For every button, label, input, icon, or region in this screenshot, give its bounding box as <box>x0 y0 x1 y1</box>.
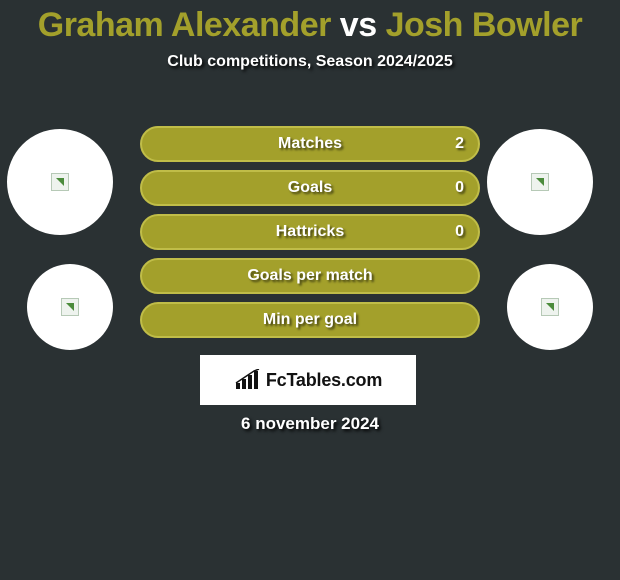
title-player1: Graham Alexander <box>38 6 331 44</box>
stat-label: Goals per match <box>216 267 404 285</box>
placeholder-image-icon <box>541 298 559 316</box>
player1-club <box>27 264 113 350</box>
player2-club <box>507 264 593 350</box>
stat-row-min-per-goal: Min per goal <box>140 302 480 338</box>
player2-logo <box>487 129 593 235</box>
stat-right-value: 0 <box>404 223 464 241</box>
subtitle: Club competitions, Season 2024/2025 <box>0 53 620 71</box>
placeholder-image-icon <box>531 173 549 191</box>
stat-row-goals-per-match: Goals per match <box>140 258 480 294</box>
stat-label: Hattricks <box>216 223 404 241</box>
player1-logo <box>7 129 113 235</box>
stat-row-hattricks: Hattricks0 <box>140 214 480 250</box>
title-player2: Josh Bowler <box>386 6 583 44</box>
title-vs: vs <box>331 6 386 44</box>
stat-row-matches: Matches2 <box>140 126 480 162</box>
brand-text: FcTables.com <box>266 370 382 391</box>
date-label: 6 november 2024 <box>0 414 620 434</box>
placeholder-image-icon <box>51 173 69 191</box>
stat-label: Goals <box>216 179 404 197</box>
placeholder-image-icon <box>61 298 79 316</box>
stats-container: Matches2Goals0Hattricks0Goals per matchM… <box>140 126 480 346</box>
brand-chart-icon <box>234 369 260 391</box>
stat-label: Matches <box>216 135 404 153</box>
stat-right-value: 2 <box>404 135 464 153</box>
page-title: Graham Alexander vs Josh Bowler <box>0 6 620 45</box>
brand-box: FcTables.com <box>200 355 416 405</box>
stat-right-value: 0 <box>404 179 464 197</box>
stat-label: Min per goal <box>216 311 404 329</box>
stat-row-goals: Goals0 <box>140 170 480 206</box>
